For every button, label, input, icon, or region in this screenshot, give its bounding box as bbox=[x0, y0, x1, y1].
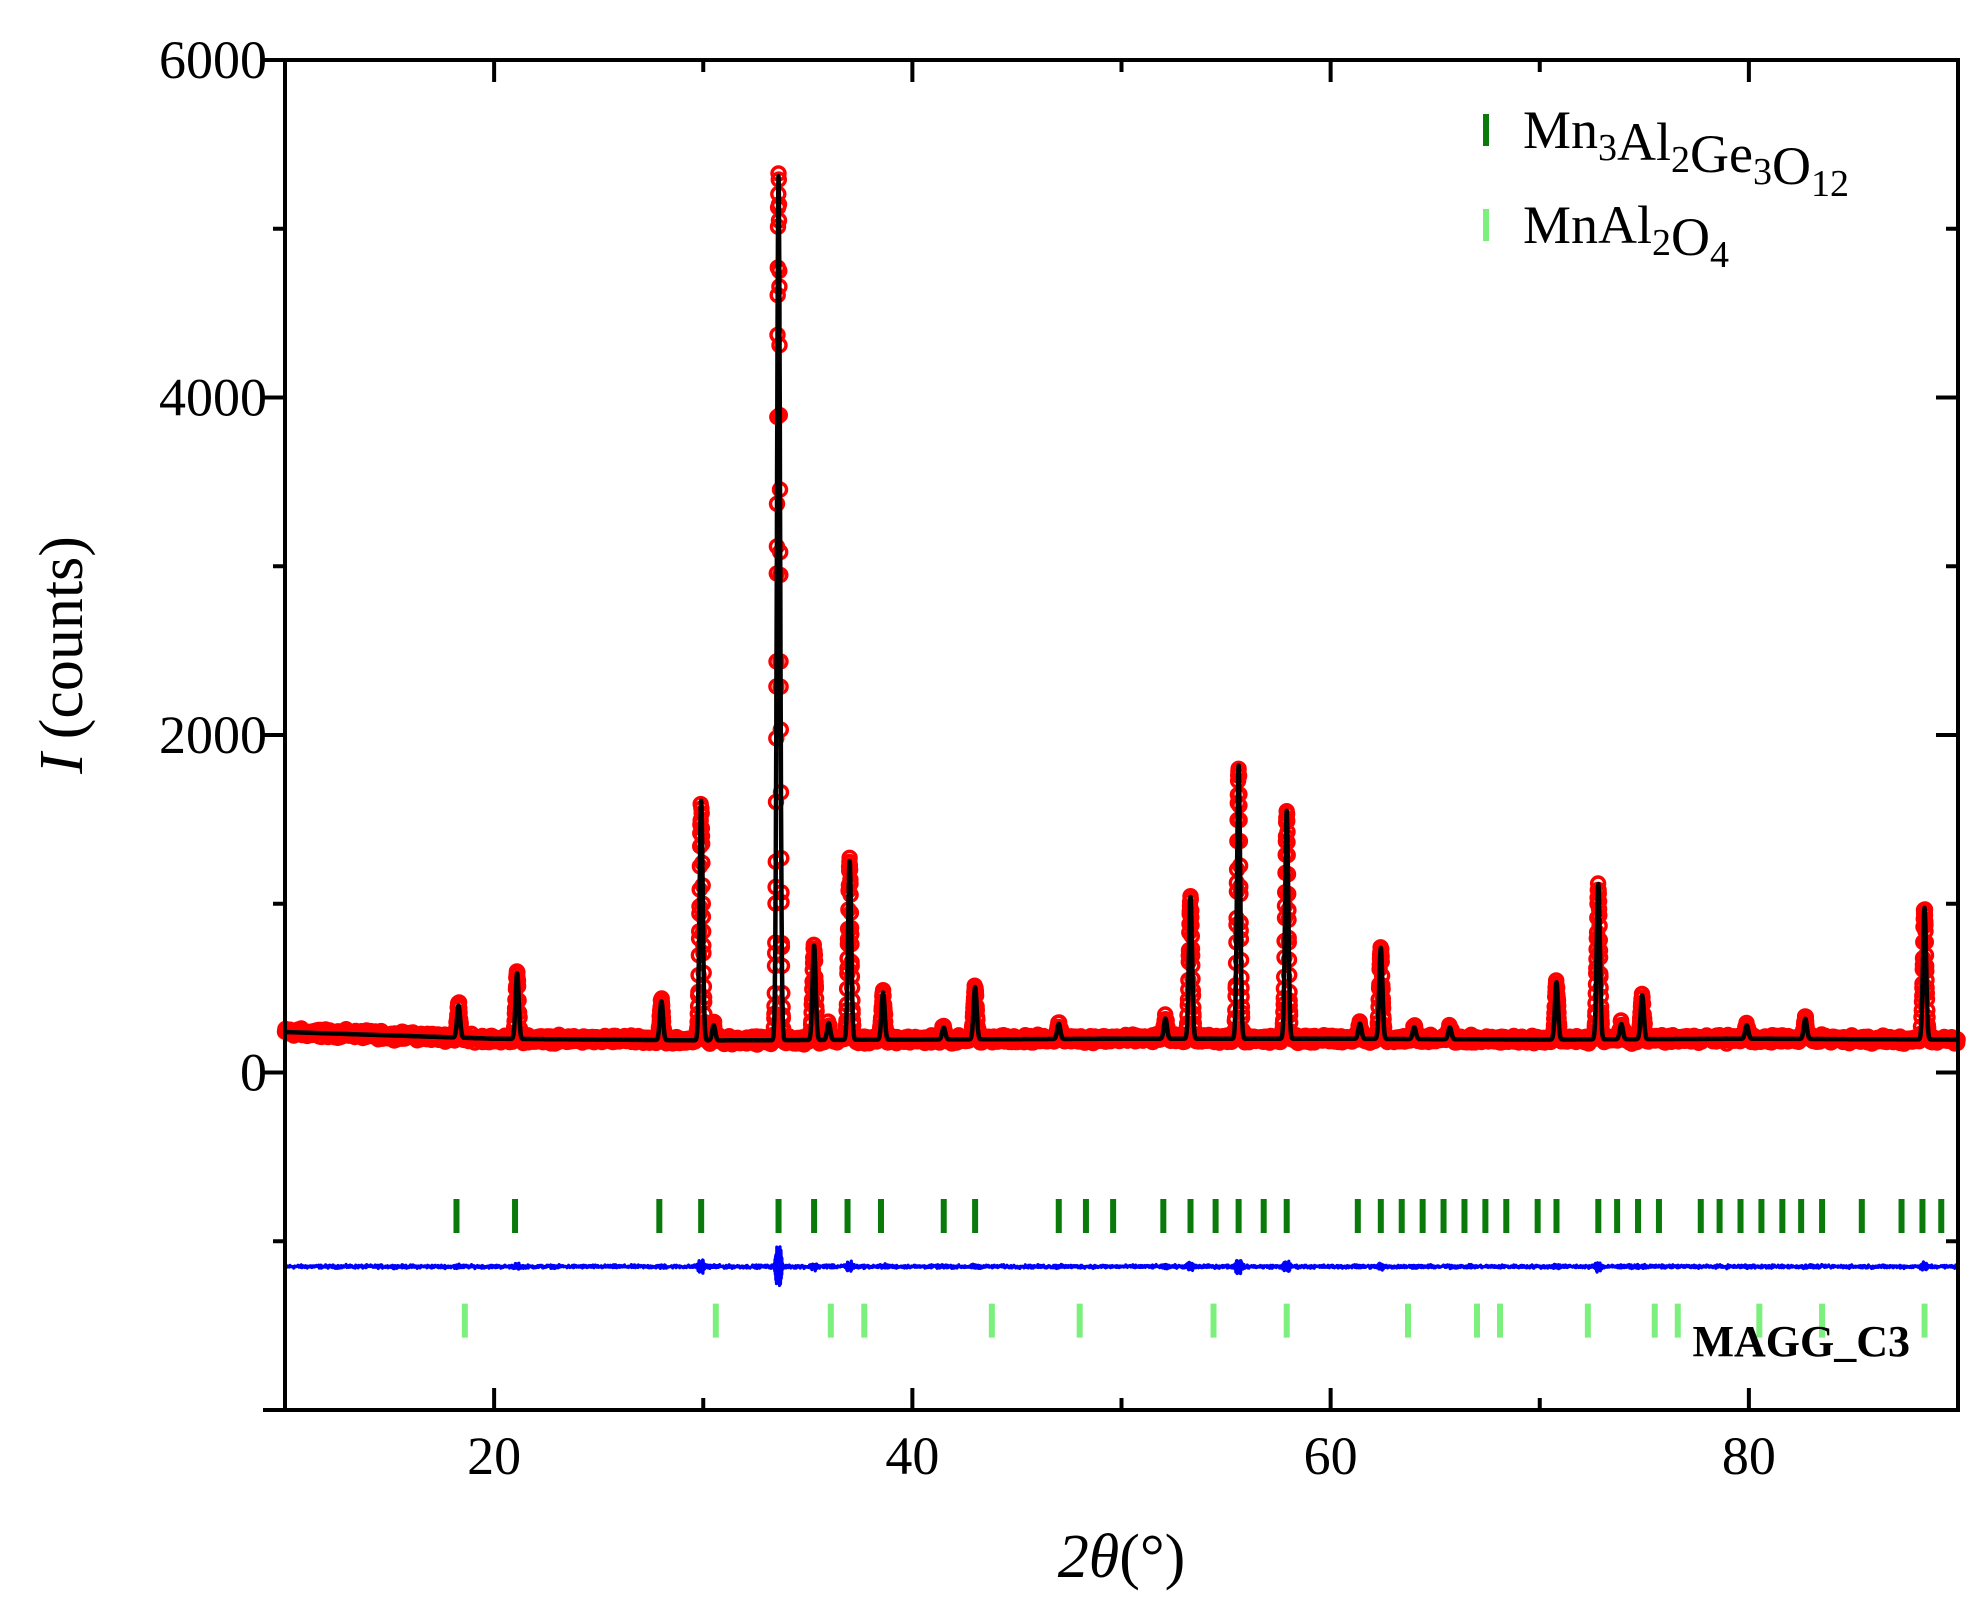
legend-text-part: MnAl bbox=[1523, 195, 1652, 255]
y-tick-label: 4000 bbox=[159, 368, 267, 428]
legend-subscript: 4 bbox=[1710, 234, 1729, 276]
legend-text-part: Mn bbox=[1523, 100, 1598, 160]
x-tick-label: 40 bbox=[885, 1426, 939, 1486]
y-tick-label: 0 bbox=[240, 1043, 267, 1103]
legend-text-part: O bbox=[1671, 207, 1710, 267]
legend-text-part: O bbox=[1772, 136, 1811, 196]
y-tick-label: 6000 bbox=[159, 30, 267, 90]
legend-text-part: Ge bbox=[1690, 124, 1753, 184]
y-axis-title-symbol: I bbox=[28, 750, 96, 775]
difference-line bbox=[283, 1245, 1960, 1288]
legend-text-part: Al bbox=[1617, 112, 1671, 172]
x-axis-title-prefix: 2 bbox=[1058, 1523, 1089, 1591]
y-axis-title: I (counts) bbox=[28, 536, 96, 775]
calculated-line bbox=[283, 173, 1960, 1043]
legend-subscript: 3 bbox=[1598, 127, 1617, 169]
x-axis-title: 2θ(°) bbox=[1058, 1523, 1186, 1591]
y-tick-label: 2000 bbox=[159, 705, 267, 765]
legend-subscript: 3 bbox=[1753, 151, 1772, 193]
legend-label-phase-2: MnAl2O4 bbox=[1523, 195, 1729, 276]
legend-subscript: 2 bbox=[1652, 222, 1671, 264]
legend-subscript: 12 bbox=[1811, 163, 1849, 205]
x-tick-label: 80 bbox=[1722, 1426, 1776, 1486]
x-axis-title-unit: (°) bbox=[1119, 1523, 1185, 1591]
x-axis-title-symbol: θ bbox=[1089, 1523, 1119, 1591]
bragg-reflection-markers bbox=[453, 1198, 1945, 1338]
legend-label-phase-1: Mn3Al2Ge3O12 bbox=[1523, 100, 1849, 205]
calculated-profile-series bbox=[283, 173, 1960, 1043]
legend-subscript: 2 bbox=[1671, 139, 1690, 181]
x-tick-label: 60 bbox=[1304, 1426, 1358, 1486]
y-axis-title-unit: (counts) bbox=[28, 536, 96, 739]
x-tick-label: 20 bbox=[467, 1426, 521, 1486]
axis-ticks: 20 40 60 80 0 2000 4000 6000 bbox=[159, 30, 1960, 1486]
difference-curve-series bbox=[283, 1245, 1960, 1288]
sample-label: MAGG_C3 bbox=[1692, 1317, 1910, 1366]
observed-data-series bbox=[276, 165, 1966, 1053]
